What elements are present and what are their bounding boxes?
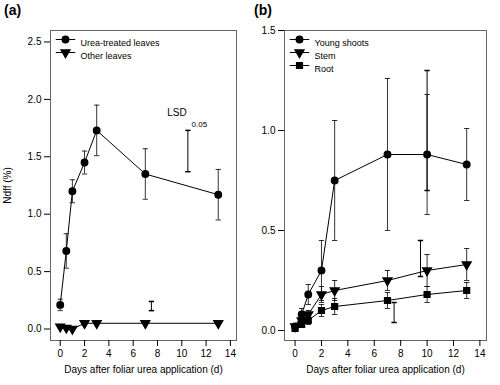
svg-text:10: 10 (176, 348, 188, 359)
svg-text:14: 14 (225, 348, 237, 359)
svg-text:Young shoots: Young shoots (315, 38, 370, 48)
svg-text:0.05: 0.05 (192, 120, 208, 129)
svg-text:Root: Root (315, 64, 335, 74)
svg-text:8: 8 (155, 348, 161, 359)
svg-text:Stem: Stem (315, 51, 336, 61)
svg-text:Other leaves: Other leaves (81, 51, 133, 61)
svg-text:4: 4 (106, 348, 112, 359)
svg-text:12: 12 (448, 348, 460, 359)
svg-text:0.0: 0.0 (28, 323, 42, 334)
svg-text:Days after foliar urea applica: Days after foliar urea application (d) (306, 364, 464, 375)
svg-text:0: 0 (292, 348, 298, 359)
svg-text:1.0: 1.0 (262, 125, 276, 136)
svg-text:2.0: 2.0 (28, 94, 42, 105)
svg-text:4: 4 (345, 348, 351, 359)
svg-text:0.5: 0.5 (262, 225, 276, 236)
svg-text:Days after foliar urea applica: Days after foliar urea application (d) (64, 364, 222, 375)
svg-text:1.5: 1.5 (262, 25, 276, 36)
svg-text:2: 2 (82, 348, 88, 359)
svg-text:6: 6 (371, 348, 377, 359)
svg-text:LSD: LSD (167, 107, 186, 118)
svg-text:Ndff (%): Ndff (%) (2, 167, 13, 204)
svg-text:2.5: 2.5 (28, 36, 42, 47)
svg-text:12: 12 (201, 348, 213, 359)
svg-text:0.0: 0.0 (262, 325, 276, 336)
svg-text:0.5: 0.5 (28, 266, 42, 277)
svg-text:14: 14 (474, 348, 486, 359)
html-text:(b): (b) (254, 2, 272, 18)
html-text:(a): (a) (4, 2, 22, 18)
svg-text:10: 10 (422, 348, 434, 359)
svg-text:1.5: 1.5 (28, 151, 42, 162)
svg-text:0: 0 (57, 348, 63, 359)
svg-text:1.0: 1.0 (28, 208, 42, 219)
svg-text:Urea-treated leaves: Urea-treated leaves (81, 38, 161, 48)
svg-text:6: 6 (130, 348, 136, 359)
svg-text:2: 2 (319, 348, 325, 359)
svg-text:8: 8 (398, 348, 404, 359)
